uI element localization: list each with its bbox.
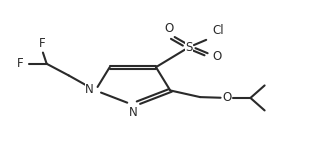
Text: F: F — [39, 37, 45, 50]
Text: N: N — [85, 83, 94, 96]
Text: F: F — [16, 57, 23, 70]
Text: N: N — [129, 106, 137, 119]
Text: O: O — [222, 91, 232, 104]
Text: O: O — [213, 50, 222, 63]
Text: S: S — [185, 41, 193, 54]
Text: O: O — [164, 22, 173, 35]
Text: Cl: Cl — [213, 24, 224, 37]
